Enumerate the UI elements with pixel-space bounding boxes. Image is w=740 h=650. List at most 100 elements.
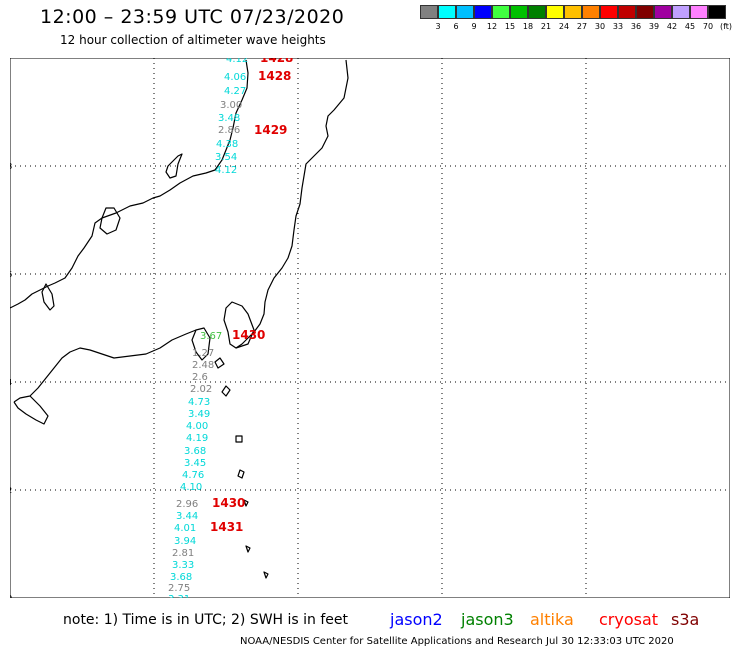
scale-label: 6 bbox=[453, 22, 459, 31]
pass-time-label: 1428 bbox=[260, 58, 293, 65]
izu-peninsula bbox=[191, 327, 211, 361]
satellite-legend-altika: altika bbox=[530, 610, 574, 629]
wave-height-value: 3.45 bbox=[184, 458, 206, 469]
scale-swatch bbox=[708, 5, 726, 19]
wave-height-value: 4.06 bbox=[224, 72, 246, 83]
satellite-legend-cryosat: cryosat bbox=[599, 610, 659, 629]
scale-swatch bbox=[474, 5, 492, 19]
scale-swatch bbox=[636, 5, 654, 19]
scale-swatch bbox=[654, 5, 672, 19]
scale-swatch bbox=[618, 5, 636, 19]
scale-label: 42 bbox=[666, 22, 678, 31]
scale-label: 45 bbox=[684, 22, 696, 31]
biwa-lake bbox=[41, 283, 55, 311]
latitude-label: 36 bbox=[10, 270, 12, 279]
scale-label: 33 bbox=[612, 22, 624, 31]
wave-height-value: 2.86 bbox=[218, 125, 240, 136]
map-frame bbox=[10, 58, 730, 598]
satellite-legend-jason3: jason3 bbox=[461, 610, 514, 629]
scale-label: 39 bbox=[648, 22, 660, 31]
altimeter-wave-tracks: 4.12 4.06 4.27 3.00 3.482.86 4.38 3.54 4.12 3.67… bbox=[168, 58, 248, 598]
wave-height-value: 3.48 bbox=[218, 113, 240, 124]
south-honshu-coast bbox=[13, 329, 197, 403]
wave-height-value: 3.44 bbox=[176, 511, 198, 522]
scale-swatch bbox=[582, 5, 600, 19]
scale-swatch bbox=[492, 5, 510, 19]
scale-swatch bbox=[510, 5, 528, 19]
lat-lon-grid bbox=[10, 58, 730, 598]
wave-height-value: 2.6 bbox=[192, 372, 208, 383]
scale-label: 24 bbox=[558, 22, 570, 31]
wave-height-value: 4.38 bbox=[216, 139, 238, 150]
pass-time-label: 1430 bbox=[232, 328, 265, 342]
wave-height-value: 4.12 bbox=[226, 58, 248, 65]
wave-height-value: 4.76 bbox=[182, 470, 204, 481]
wave-height-value: 4.10 bbox=[180, 482, 202, 493]
boso-peninsula bbox=[223, 301, 255, 349]
scale-label: 21 bbox=[540, 22, 552, 31]
honshu-coastline bbox=[10, 59, 249, 309]
scale-label: 36 bbox=[630, 22, 642, 31]
scale-swatch bbox=[546, 5, 564, 19]
wave-height-value: 3.68 bbox=[184, 446, 206, 457]
latitude-label: 30 bbox=[10, 594, 12, 598]
pass-time-label: 1431 bbox=[210, 520, 243, 534]
wave-height-value: 2.75 bbox=[168, 583, 190, 594]
sado-island bbox=[165, 153, 183, 179]
island-smisu bbox=[245, 545, 251, 553]
latitude-label: 34 bbox=[10, 378, 12, 387]
scale-swatch bbox=[438, 5, 456, 19]
latitude-label: 38 bbox=[10, 162, 12, 171]
wave-height-value: 2.02 bbox=[190, 384, 212, 395]
scale-label: 9 bbox=[471, 22, 477, 31]
noto-peninsula bbox=[99, 207, 121, 235]
wave-height-value: 3.00 bbox=[220, 100, 242, 111]
pass-time-label: 1429 bbox=[254, 123, 287, 137]
satellite-legend-jason2: jason2 bbox=[390, 610, 443, 629]
scale-label: 70 bbox=[702, 22, 714, 31]
footer-note: note: 1) Time is in UTC; 2) SWH is in fe… bbox=[63, 612, 349, 628]
wave-height-value: 3.31 bbox=[168, 594, 190, 598]
latitude-label: 40 bbox=[10, 58, 12, 60]
scale-label: 3 bbox=[435, 22, 441, 31]
wave-height-value: 3.67 bbox=[200, 331, 222, 342]
wave-height-value: 4.73 bbox=[188, 397, 210, 408]
scale-label: 18 bbox=[522, 22, 534, 31]
page-title: 12:00 – 23:59 UTC 07/23/2020 bbox=[40, 6, 345, 28]
island-oshima bbox=[214, 357, 225, 369]
wave-height-value: 2.96 bbox=[176, 499, 198, 510]
wave-height-map: 403836343230 135138141144147150 4.124.06… bbox=[10, 58, 730, 598]
wave-height-value: 3.49 bbox=[188, 409, 210, 420]
pass-time-label: 1430 bbox=[212, 496, 245, 510]
wave-height-value: 3.54 bbox=[215, 152, 237, 163]
wave-height-value: 4.12 bbox=[215, 165, 237, 176]
footer-credit: NOAA/NESDIS Center for Satellite Applica… bbox=[240, 636, 674, 647]
wave-height-value: 4.19 bbox=[186, 433, 208, 444]
scale-label: 27 bbox=[576, 22, 588, 31]
pass-time-labels: 1428 1428 1429 1430 1430 1431 bbox=[210, 58, 293, 534]
scale-swatch bbox=[600, 5, 618, 19]
scale-swatch bbox=[456, 5, 474, 19]
satellite-legend-s3a: s3a bbox=[671, 610, 700, 629]
island-miyake bbox=[235, 435, 243, 443]
wave-height-value: 3.94 bbox=[174, 536, 196, 547]
island-hachijo bbox=[237, 469, 245, 479]
pass-time-label: 1428 bbox=[258, 69, 291, 83]
scale-label: 15 bbox=[504, 22, 516, 31]
wave-height-value: 4.27 bbox=[224, 86, 246, 97]
wave-height-value: 4.00 bbox=[186, 421, 208, 432]
wave-height-value: 3.33 bbox=[172, 560, 194, 571]
scale-swatch bbox=[564, 5, 582, 19]
scale-swatch bbox=[528, 5, 546, 19]
page-subtitle: 12 hour collection of altimeter wave hei… bbox=[60, 33, 326, 47]
scale-label: 12 bbox=[486, 22, 498, 31]
wave-height-value: 2.48 bbox=[192, 360, 214, 371]
scale-swatch bbox=[690, 5, 708, 19]
island-aogashima bbox=[243, 499, 249, 507]
scale-label: (ft) bbox=[719, 22, 733, 31]
island-torishima bbox=[263, 571, 269, 579]
wave-height-value: 4.01 bbox=[174, 523, 196, 534]
wave-height-value: 1.27 bbox=[192, 348, 214, 359]
wave-height-value: 3.68 bbox=[170, 572, 192, 583]
wave-height-value: 2.81 bbox=[172, 548, 194, 559]
